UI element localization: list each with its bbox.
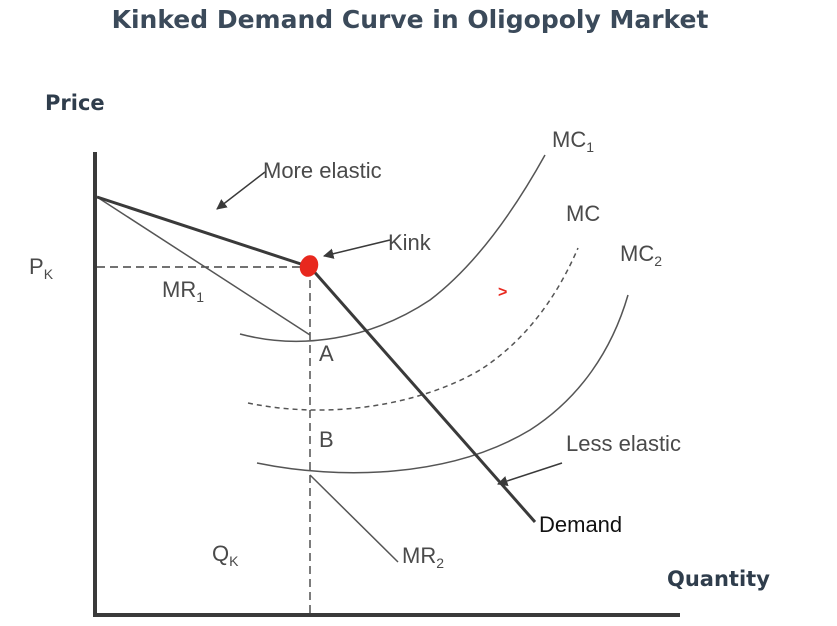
demand-upper-segment <box>96 195 311 269</box>
less-elastic-label: Less elastic <box>566 431 681 456</box>
red-mark: > <box>498 284 507 301</box>
x-axis-label: Quantity <box>667 567 770 591</box>
point-b-label: B <box>319 427 334 452</box>
mr2-label: MR2 <box>402 543 444 571</box>
demand-label: Demand <box>539 512 622 537</box>
kink-label: Kink <box>388 230 432 255</box>
mc1-curve <box>239 154 546 342</box>
y-axis-label: Price <box>45 91 105 115</box>
diagram-title: Kinked Demand Curve in Oligopoly Market <box>112 5 709 34</box>
kink-point <box>299 255 319 277</box>
more-elastic-label: More elastic <box>263 158 382 183</box>
kink-arrow <box>322 239 391 259</box>
mr1-line <box>96 196 311 336</box>
mr1-label: MR1 <box>162 277 204 305</box>
less-elastic-arrow <box>497 462 563 487</box>
point-a-label: A <box>319 341 334 366</box>
qk-label: QK <box>212 541 239 569</box>
mc2-label: MC2 <box>620 241 662 269</box>
mr2-line <box>309 474 399 563</box>
mc2-curve <box>256 294 629 474</box>
mc-label: MC <box>566 201 600 226</box>
pk-label: PK <box>29 254 54 282</box>
mc1-label: MC1 <box>552 127 594 155</box>
more-elastic-arrow <box>216 171 266 210</box>
